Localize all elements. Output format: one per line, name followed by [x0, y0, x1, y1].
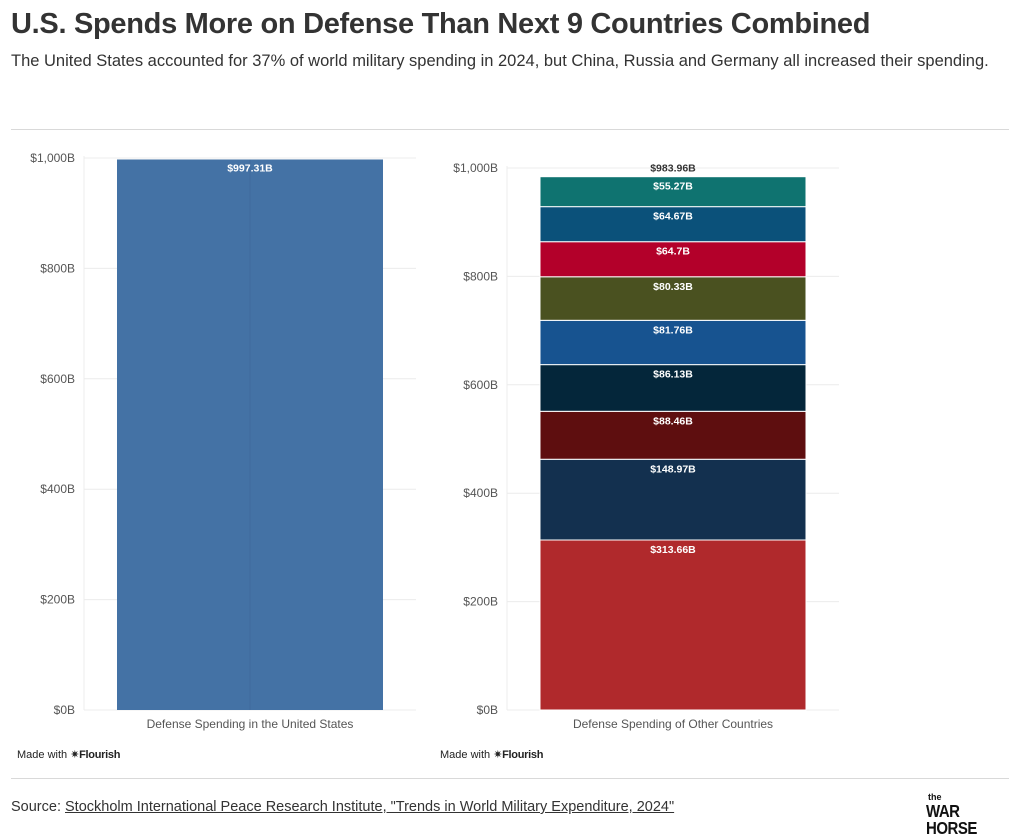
y-tick-label: $400B [463, 486, 498, 500]
source-prefix: Source: [11, 799, 65, 815]
us-spending-chart: $0B $200B $400B $600B $800B $1,000B Defense Sp… [30, 151, 416, 731]
y-tick-label: $0B [477, 703, 498, 717]
segment-value-label: $64.7B [656, 246, 690, 258]
stack-segment-4 [539, 364, 807, 412]
stack-segment-9 [539, 176, 807, 208]
flourish-brand: ✷Flourish [493, 749, 544, 761]
y-tick-label: $600B [463, 378, 498, 392]
y-tick-label: $200B [40, 593, 75, 607]
y-tick-label: $400B [40, 482, 75, 496]
segment-value-label: $148.97B [650, 463, 696, 475]
bar-value-label: $997.31B [227, 162, 273, 174]
stack-segment-2 [539, 458, 807, 541]
source-link[interactable]: Stockholm International Peace Research I… [65, 799, 675, 815]
charts-canvas: $0B $200B $400B $600B $800B $1,000B Defense Sp… [30, 151, 839, 731]
stack-segment-8 [539, 206, 807, 243]
bottom-divider [11, 778, 1009, 779]
other-countries-chart: $0B $200B $400B $600B $800B $1,000B Defense Sp… [453, 161, 839, 731]
war-horse-logo: the WAR HORSE [926, 792, 1010, 838]
stack-segment-6 [539, 276, 807, 321]
stack-segment-1 [539, 539, 807, 711]
stack-segment-3 [539, 410, 807, 460]
y-tick-label: $1,000B [30, 151, 75, 165]
top-divider [11, 129, 1009, 130]
x-category-label: Defense Spending in the United States [147, 717, 354, 731]
segment-value-label: $86.13B [653, 369, 693, 381]
y-tick-label: $200B [463, 595, 498, 609]
segment-value-label: $81.76B [653, 324, 693, 336]
segment-value-label: $88.46B [653, 415, 693, 427]
made-with-flourish-left[interactable]: Made with ✷Flourish [17, 748, 120, 761]
x-category-label: Defense Spending of Other Countries [573, 717, 773, 731]
source-line: Source: Stockholm International Peace Re… [11, 799, 674, 815]
stack-segment-7 [539, 241, 807, 278]
y-tick-label: $0B [54, 703, 75, 717]
made-with-prefix: Made with [17, 749, 68, 761]
segment-value-label: $55.27B [653, 181, 693, 193]
segment-value-label: $64.67B [653, 211, 693, 223]
made-with-flourish-right[interactable]: Made with ✷Flourish [440, 748, 543, 761]
chart-subtitle: The United States accounted for 37% of w… [11, 52, 989, 70]
logo-name-text: WAR HORSE [926, 801, 977, 839]
stack-total-label: $983.96B [650, 163, 696, 175]
y-tick-label: $800B [40, 261, 75, 275]
logo-small-text: the [928, 792, 942, 802]
segment-value-label: $80.33B [653, 281, 693, 293]
segment-value-label: $313.66B [650, 544, 696, 556]
y-tick-label: $600B [40, 372, 75, 386]
chart-title: U.S. Spends More on Defense Than Next 9 … [11, 8, 871, 40]
made-with-prefix: Made with [440, 749, 491, 761]
y-tick-label: $800B [463, 269, 498, 283]
y-tick-label: $1,000B [453, 161, 498, 175]
stack-segment-5 [539, 319, 807, 366]
flourish-brand: ✷Flourish [70, 749, 121, 761]
